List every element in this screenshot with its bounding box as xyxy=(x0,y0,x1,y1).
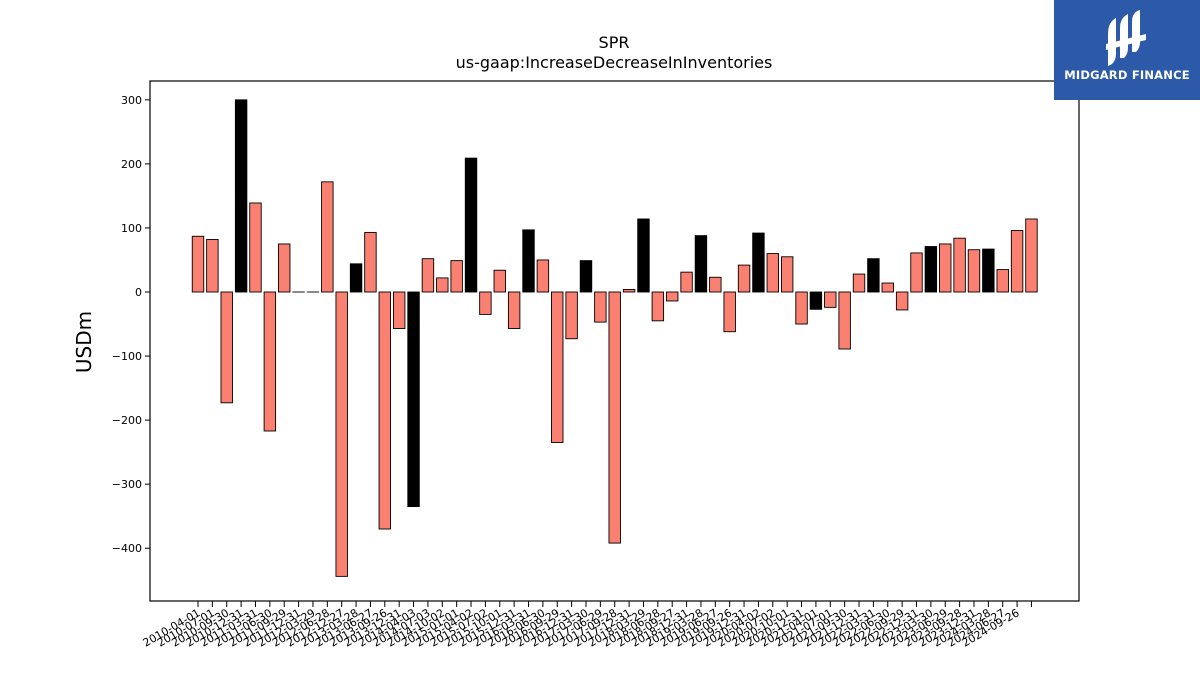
bar xyxy=(565,291,578,340)
y-tick-label: −300 xyxy=(112,478,142,491)
bar xyxy=(795,291,808,325)
bar xyxy=(191,235,205,293)
bar xyxy=(536,259,550,293)
bar xyxy=(1025,218,1038,293)
y-tick-label: 100 xyxy=(121,222,142,235)
bar xyxy=(522,229,535,293)
plot-frame xyxy=(149,80,1080,602)
bar xyxy=(622,288,636,293)
bar xyxy=(723,291,736,333)
midgard-finance-logo: MIDGARD FINANCE xyxy=(1054,0,1200,100)
y-axis: 300 200 100 0 −100 −200 −300 −400 xyxy=(112,94,150,555)
chart-subtitle: us-gaap:IncreaseDecreaseInInventories xyxy=(456,53,773,72)
bar xyxy=(1010,230,1024,293)
bar xyxy=(234,99,248,293)
bar xyxy=(881,282,894,293)
bar xyxy=(551,291,564,443)
logo-text: MIDGARD FINANCE xyxy=(1064,68,1190,82)
bar xyxy=(450,260,463,293)
bar xyxy=(436,277,449,293)
bar xyxy=(709,276,722,293)
bar xyxy=(838,291,851,350)
bar xyxy=(378,291,392,530)
bar xyxy=(249,202,262,293)
bar xyxy=(824,291,837,308)
bar xyxy=(579,260,593,293)
bar xyxy=(852,273,866,293)
bar xyxy=(996,269,1009,293)
bar xyxy=(982,248,995,293)
bar xyxy=(206,239,219,293)
midgard-logo-icon xyxy=(1106,10,1146,66)
chart-title: SPR xyxy=(599,33,630,52)
bar xyxy=(680,271,693,293)
y-tick-label: 0 xyxy=(135,286,142,299)
y-tick-label: 300 xyxy=(121,94,142,107)
bar xyxy=(263,291,277,432)
bar xyxy=(464,157,478,293)
bar xyxy=(867,258,880,293)
x-axis: 2010-04-012010-07-012010-09-302010-12-31… xyxy=(141,601,1032,650)
bar xyxy=(608,291,621,544)
y-tick-label: −400 xyxy=(112,542,142,555)
bar xyxy=(335,291,348,577)
bar xyxy=(752,232,765,293)
bar xyxy=(507,291,521,329)
bar xyxy=(637,218,650,293)
bar xyxy=(666,291,679,302)
bar xyxy=(967,249,981,293)
y-axis-label: USDm xyxy=(72,311,96,373)
bar xyxy=(479,291,492,315)
bar xyxy=(392,291,406,329)
bar xyxy=(780,256,794,293)
y-tick-label: 200 xyxy=(121,158,142,171)
bar xyxy=(953,237,966,293)
bar xyxy=(694,235,708,293)
bar xyxy=(364,231,377,293)
bar xyxy=(895,291,909,311)
bar xyxy=(594,291,607,323)
bar xyxy=(407,291,420,508)
bar xyxy=(220,291,233,404)
bar xyxy=(939,243,952,293)
y-tick-label: −100 xyxy=(112,350,142,363)
bar xyxy=(278,243,291,293)
bars-group xyxy=(191,99,1038,577)
bar xyxy=(349,263,363,293)
bar xyxy=(421,258,435,293)
bar xyxy=(737,264,751,293)
y-tick-label: −200 xyxy=(112,414,142,427)
bar xyxy=(493,269,506,293)
bar xyxy=(924,246,938,293)
bar xyxy=(321,181,334,293)
bar xyxy=(910,252,923,293)
bar xyxy=(651,291,665,322)
bar xyxy=(809,291,823,310)
bar xyxy=(766,253,779,293)
